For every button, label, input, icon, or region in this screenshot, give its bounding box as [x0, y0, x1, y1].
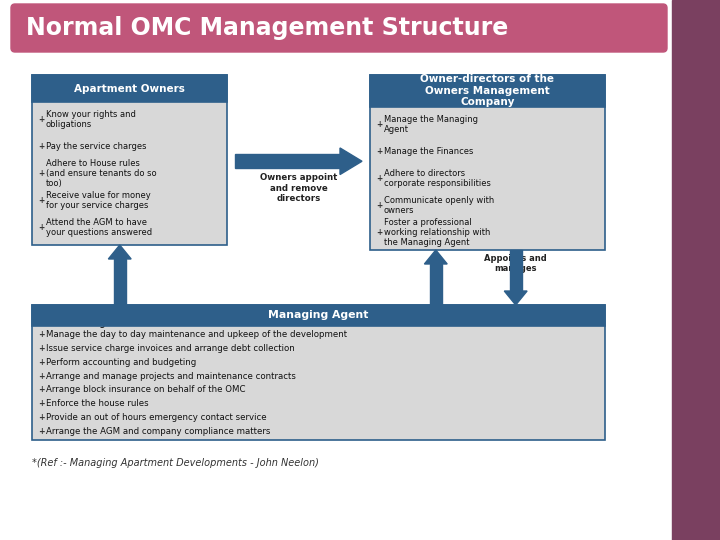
Text: +: +: [38, 142, 44, 151]
Text: Attend the AGM to have
your questions answered: Attend the AGM to have your questions an…: [46, 218, 152, 237]
Bar: [370, 75, 605, 250]
Bar: [32, 305, 605, 440]
Text: +: +: [376, 174, 382, 183]
Text: Reports to
and advises: Reports to and advises: [408, 309, 464, 328]
Text: Normal OMC Management Structure: Normal OMC Management Structure: [26, 16, 508, 40]
Text: Adhere to House rules
(and ensure tenants do so
too): Adhere to House rules (and ensure tenant…: [46, 159, 157, 188]
Text: Provide an out of hours emergency contact service: Provide an out of hours emergency contac…: [46, 413, 266, 422]
Text: +: +: [38, 427, 45, 436]
Bar: [32, 305, 605, 326]
Text: Arrange the AGM and company compliance matters: Arrange the AGM and company compliance m…: [46, 427, 271, 436]
Bar: [32, 75, 227, 102]
Text: Manage the Managing
Agent: Manage the Managing Agent: [384, 114, 478, 133]
Text: +: +: [376, 147, 382, 156]
Text: Know your rights and
obligations: Know your rights and obligations: [46, 110, 136, 129]
FancyBboxPatch shape: [11, 4, 667, 52]
Text: +: +: [38, 372, 45, 381]
Text: +: +: [38, 223, 44, 232]
Text: Adhere to directors
corporate responsibilities: Adhere to directors corporate responsibi…: [384, 168, 491, 188]
Text: +: +: [376, 228, 382, 237]
Text: *(Ref :- Managing Apartment Developments - John Neelon): *(Ref :- Managing Apartment Developments…: [32, 458, 319, 468]
Text: Issue service charge invoices and arrange debt collection: Issue service charge invoices and arrang…: [46, 344, 294, 353]
Text: +: +: [376, 119, 382, 129]
Text: Manage the day to day maintenance and upkeep of the development: Manage the day to day maintenance and up…: [46, 330, 347, 339]
Polygon shape: [504, 291, 527, 305]
Text: Provides value
and good service: Provides value and good service: [79, 309, 161, 328]
Bar: [32, 75, 227, 245]
Text: +: +: [376, 201, 382, 210]
Text: +: +: [38, 358, 45, 367]
Text: Receive value for money
for your service charges: Receive value for money for your service…: [46, 191, 150, 210]
Bar: [430, 264, 442, 305]
Text: +: +: [38, 196, 44, 205]
Text: +: +: [38, 115, 44, 124]
Text: Arrange block insurance on behalf of the OMC: Arrange block insurance on behalf of the…: [46, 386, 246, 394]
Polygon shape: [108, 245, 131, 259]
Text: +: +: [38, 386, 45, 394]
Polygon shape: [424, 250, 447, 264]
Text: Enforce the house rules: Enforce the house rules: [46, 399, 148, 408]
Text: Owner-directors of the
Owners Management
Company: Owner-directors of the Owners Management…: [420, 74, 554, 107]
Text: Appoints and
manages: Appoints and manages: [485, 254, 547, 273]
Text: Manage the Finances: Manage the Finances: [384, 147, 473, 156]
Bar: [510, 250, 522, 291]
Text: Owners appoint
and remove
directors: Owners appoint and remove directors: [260, 173, 337, 203]
Text: +: +: [38, 344, 45, 353]
Bar: [114, 259, 126, 305]
Text: Apartment Owners: Apartment Owners: [74, 84, 185, 93]
Text: Perform accounting and budgeting: Perform accounting and budgeting: [46, 358, 197, 367]
Bar: [672, 0, 720, 540]
Text: +: +: [38, 169, 44, 178]
Text: +: +: [38, 399, 45, 408]
Text: +: +: [38, 413, 45, 422]
Polygon shape: [340, 148, 362, 174]
Text: Managing Agent: Managing Agent: [269, 310, 369, 320]
Text: Arrange and manage projects and maintenance contracts: Arrange and manage projects and maintena…: [46, 372, 296, 381]
Text: Pay the service charges: Pay the service charges: [46, 142, 146, 151]
Bar: [370, 75, 605, 106]
Bar: [235, 154, 340, 168]
Text: +: +: [38, 330, 45, 339]
Text: Foster a professional
working relationship with
the Managing Agent: Foster a professional working relationsh…: [384, 218, 490, 247]
Text: Communicate openly with
owners: Communicate openly with owners: [384, 196, 494, 215]
